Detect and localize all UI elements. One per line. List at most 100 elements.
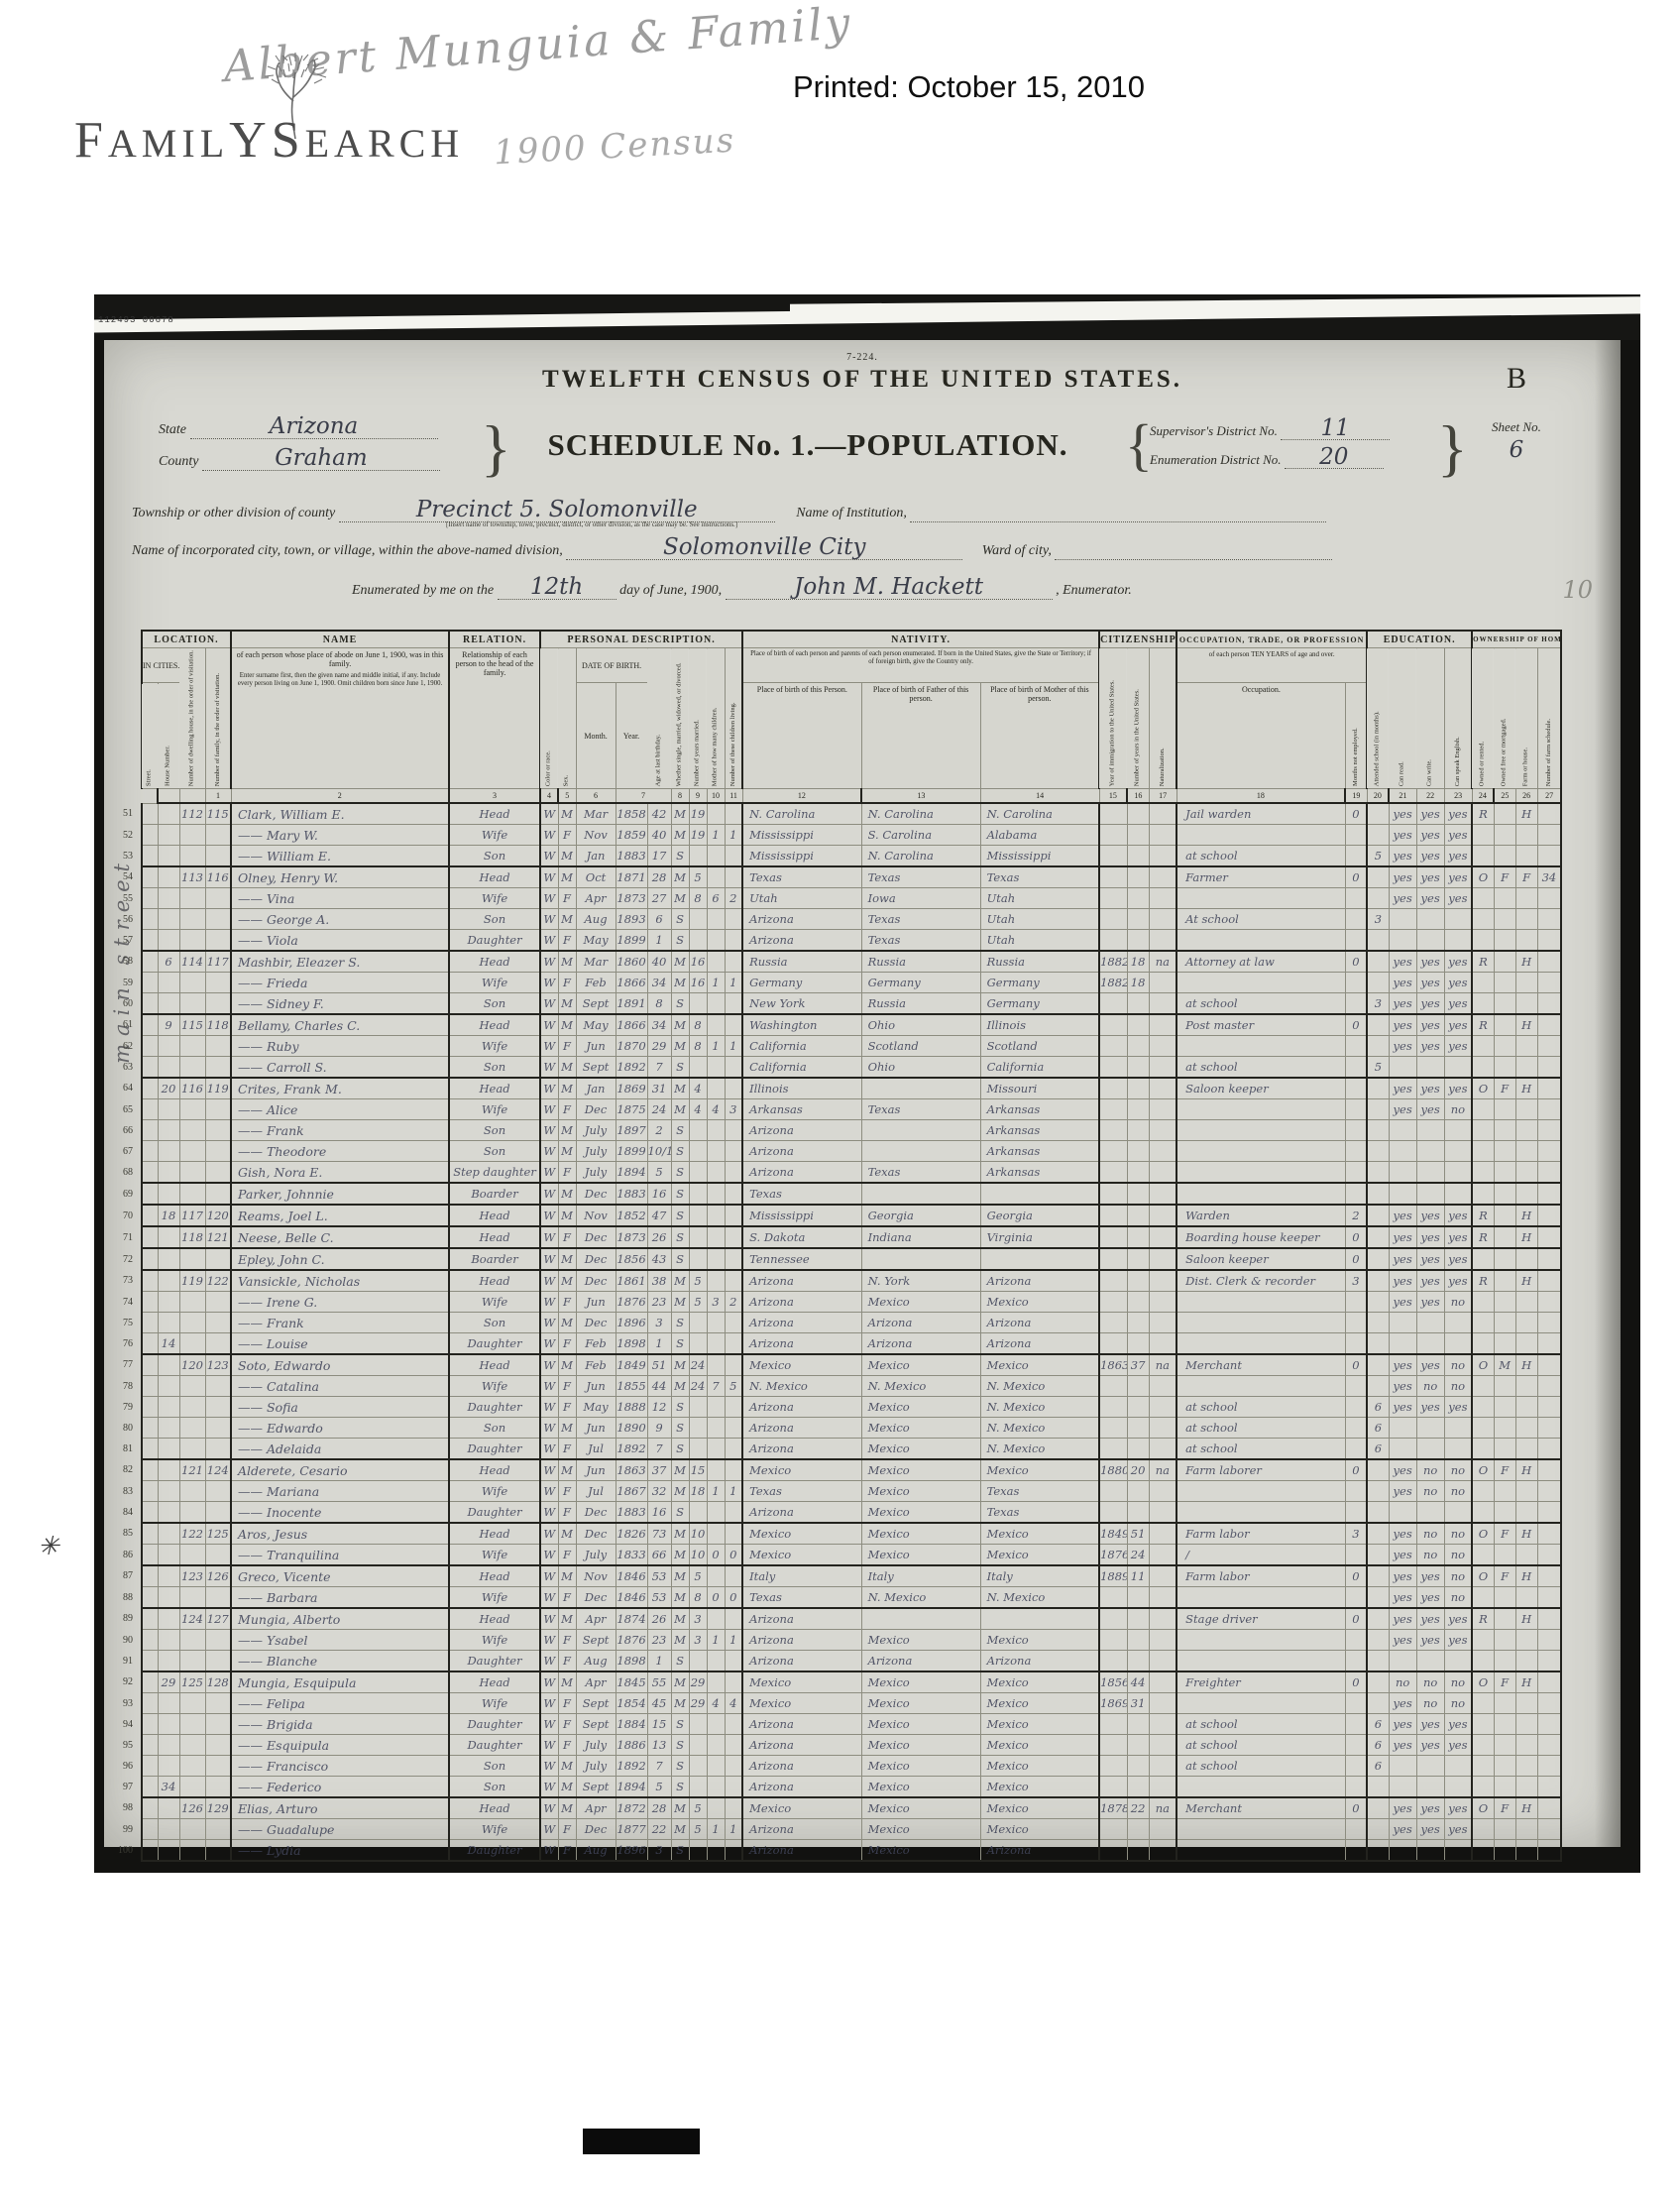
table-row: 78 —— Catalina Wife W F Jun 1855 44 M 24 7 5 N. Mexi… — [108, 1375, 1563, 1398]
cell — [178, 929, 206, 952]
cell — [141, 1269, 159, 1293]
cell: S — [670, 1225, 690, 1249]
cell: Russia — [860, 992, 981, 1015]
cell: S — [670, 1182, 690, 1206]
cell — [688, 1247, 708, 1271]
cell — [1493, 1417, 1516, 1440]
cell — [141, 824, 159, 847]
cell: no — [1443, 1692, 1473, 1715]
cell: F — [557, 929, 577, 952]
cell — [1366, 824, 1390, 847]
cell — [204, 1438, 232, 1460]
name-group-header: NAME — [230, 630, 450, 648]
cell: N. Carolina — [860, 802, 981, 826]
cell — [724, 1564, 743, 1588]
cell: Arizona — [741, 908, 862, 931]
cell: W — [539, 1098, 559, 1121]
cell: 28 — [646, 1796, 672, 1820]
cell — [204, 1629, 232, 1652]
table-row: 72 Epley, John C. Boarder W M Dec 1856 43 S Tenne… — [108, 1247, 1563, 1271]
cell — [688, 1438, 708, 1460]
column-number: 17 — [1148, 788, 1177, 805]
cell: Merchant — [1176, 1796, 1346, 1820]
cell — [178, 824, 206, 847]
cell — [178, 1629, 206, 1652]
cell: no — [1415, 1458, 1445, 1482]
cell: at school — [1176, 992, 1346, 1015]
cell: Daughter — [448, 929, 541, 952]
line-number: 69 — [123, 1188, 133, 1200]
cell — [1471, 1544, 1495, 1566]
cell: S — [670, 1247, 690, 1271]
cell: 18 — [1126, 950, 1150, 974]
cell — [1388, 1332, 1417, 1355]
cell: M — [557, 1353, 577, 1377]
brace: { — [1125, 412, 1153, 477]
cell: 22 — [646, 1818, 672, 1841]
cell: Warden — [1176, 1204, 1346, 1227]
cell: yes — [1388, 824, 1417, 847]
cell: yes — [1443, 1204, 1473, 1227]
cell: Head — [448, 1564, 541, 1588]
cell: Crites, Frank M. — [230, 1077, 450, 1100]
cell — [1443, 1438, 1473, 1460]
cell — [1344, 1077, 1368, 1100]
cell: F — [557, 1586, 577, 1609]
cell — [1366, 1013, 1390, 1037]
cell: 73 — [646, 1522, 672, 1546]
cell: W — [539, 1225, 559, 1249]
cell: 6 — [646, 908, 672, 931]
cell: Jun — [575, 1417, 616, 1440]
cell: Apr — [575, 1796, 616, 1820]
years-married-header: Number of years married. — [689, 647, 708, 789]
cell — [1366, 950, 1390, 974]
cell: Dec — [575, 1225, 616, 1249]
cell: Jan — [575, 845, 616, 867]
cell — [1176, 1650, 1346, 1672]
logo-letter: Y — [229, 112, 272, 169]
cell — [688, 845, 708, 867]
cell — [1415, 1501, 1445, 1524]
cell — [1536, 1013, 1563, 1037]
cell — [1148, 824, 1177, 847]
column-number: 23 — [1443, 788, 1473, 805]
cell: Italy — [741, 1564, 862, 1588]
cell: at school — [1176, 1438, 1346, 1460]
cell — [1471, 972, 1495, 994]
cell — [1443, 1776, 1473, 1798]
cell — [1344, 1312, 1368, 1334]
ward-label: Ward of city, — [981, 543, 1052, 558]
cell: W — [539, 1077, 559, 1100]
cell — [1514, 1586, 1538, 1609]
cell: Illinois — [979, 1013, 1100, 1037]
cell — [688, 929, 708, 952]
cell: —— Tranquilina — [230, 1544, 450, 1566]
cell: 37 — [1126, 1353, 1150, 1377]
cell — [1493, 1692, 1516, 1715]
cell: W — [539, 1501, 559, 1524]
cell — [141, 1671, 159, 1694]
cell — [157, 1225, 180, 1249]
cell: at school — [1176, 1713, 1346, 1736]
cell: Gish, Nora E. — [230, 1161, 450, 1184]
cell — [157, 1269, 180, 1293]
cell — [204, 824, 232, 847]
cell — [1536, 1564, 1563, 1588]
cell: Texas — [741, 1586, 862, 1609]
cell: W — [539, 1161, 559, 1184]
cell: Parker, Johnnie — [230, 1182, 450, 1206]
column-number: 22 — [1415, 788, 1445, 805]
cell — [1176, 1629, 1346, 1652]
cell — [1536, 929, 1563, 952]
cell — [204, 1818, 232, 1841]
cell — [724, 1458, 743, 1482]
cell — [204, 972, 232, 994]
county-label: County — [159, 454, 199, 469]
cell: Son — [448, 1755, 541, 1778]
cell — [1493, 1629, 1516, 1652]
cell — [1514, 1480, 1538, 1503]
cell: Farm labor — [1176, 1522, 1346, 1546]
citizenship-group-header: CITIZENSHIP. — [1098, 630, 1177, 648]
cell — [1126, 1269, 1150, 1293]
cell: Arizona — [741, 1438, 862, 1460]
